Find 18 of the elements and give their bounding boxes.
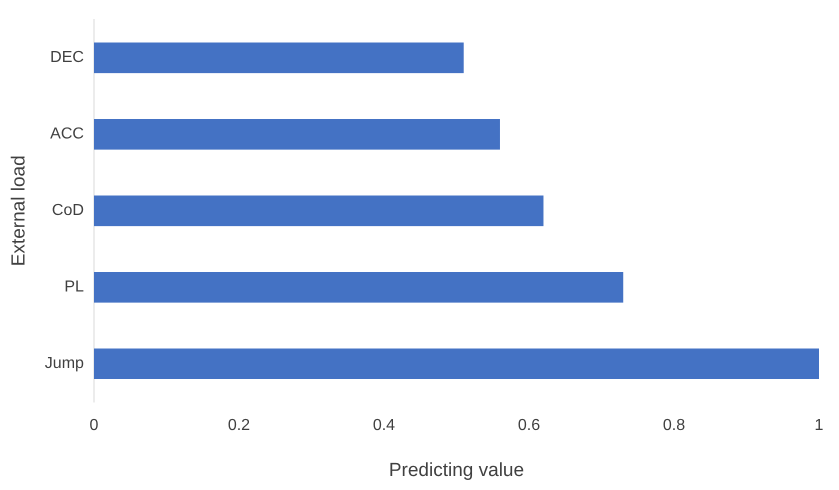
x-tick-label: 0.2 <box>228 417 250 434</box>
y-tick-label: PL <box>64 278 84 296</box>
x-tick-label: 0 <box>89 417 98 434</box>
x-tick-label: 0.6 <box>518 417 540 434</box>
bar <box>94 196 544 226</box>
x-axis-title: Predicting value <box>388 460 524 481</box>
y-tick-label: ACC <box>50 126 84 143</box>
x-tick-label: 0.4 <box>372 417 396 434</box>
bar <box>94 119 500 150</box>
y-axis-title: External load <box>8 155 30 266</box>
y-tick-label: CoD <box>52 202 84 220</box>
x-tick-label: 0.8 <box>662 417 686 434</box>
x-tick-label: 1 <box>814 417 824 434</box>
bar <box>94 272 624 303</box>
y-tick-label: DEC <box>50 49 84 66</box>
y-tick-label: Jump <box>44 355 84 372</box>
bar <box>94 348 819 380</box>
bar <box>94 42 464 74</box>
